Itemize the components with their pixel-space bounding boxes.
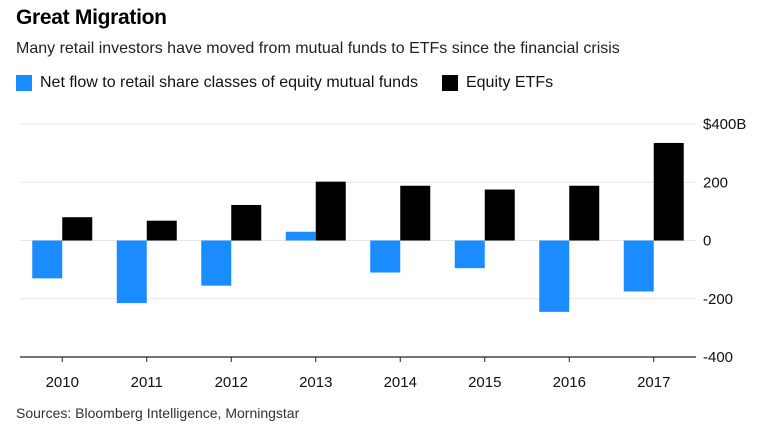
- x-tick-label: 2014: [384, 374, 417, 391]
- x-tick-label: 2017: [637, 374, 670, 391]
- x-tick-label: 2013: [299, 374, 332, 391]
- bar-etfs: [315, 181, 346, 241]
- bar-etfs: [569, 185, 600, 241]
- chart-title: Great Migration: [16, 6, 167, 29]
- bar-etfs: [62, 217, 93, 241]
- chart-subtitle: Many retail investors have moved from mu…: [16, 40, 620, 57]
- x-tick-label: 2016: [553, 374, 586, 391]
- legend-item-etfs: Equity ETFs: [441, 74, 554, 92]
- x-tick-label: 2012: [215, 374, 248, 391]
- y-tick-label: -400: [703, 349, 733, 366]
- bar-etfs: [146, 220, 177, 241]
- y-tick-label: 200: [703, 174, 728, 191]
- legend: Net flow to retail share classes of equi…: [16, 74, 577, 92]
- x-tick-label: 2015: [468, 374, 501, 391]
- y-tick-label: 0: [703, 233, 711, 250]
- bar-mutual-funds: [285, 231, 316, 241]
- x-tick-label: 2010: [46, 374, 79, 391]
- y-tick-label: -200: [703, 291, 733, 308]
- bar-etfs: [400, 185, 431, 241]
- source-note: Sources: Bloomberg Intelligence, Morning…: [16, 405, 300, 421]
- legend-swatch-etfs: [441, 75, 458, 91]
- legend-label-etfs: Equity ETFs: [465, 74, 554, 91]
- legend-swatch-mutual-funds: [16, 75, 32, 91]
- x-tick-label: 2011: [131, 374, 163, 391]
- y-tick-label: $400B: [703, 116, 746, 133]
- bar-mutual-funds: [370, 240, 401, 273]
- legend-label-mutual-funds: Net flow to retail share classes of equi…: [40, 74, 418, 91]
- bar-mutual-funds: [116, 240, 147, 304]
- bar-mutual-funds: [539, 240, 570, 312]
- bar-etfs: [231, 204, 262, 241]
- bar-mutual-funds: [454, 240, 485, 269]
- bar-mutual-funds: [32, 240, 63, 279]
- legend-item-mutual-funds: Net flow to retail share classes of equi…: [16, 74, 418, 92]
- bar-mutual-funds: [201, 240, 232, 286]
- bar-etfs: [484, 189, 515, 241]
- bar-etfs: [653, 142, 684, 241]
- bar-mutual-funds: [623, 240, 654, 292]
